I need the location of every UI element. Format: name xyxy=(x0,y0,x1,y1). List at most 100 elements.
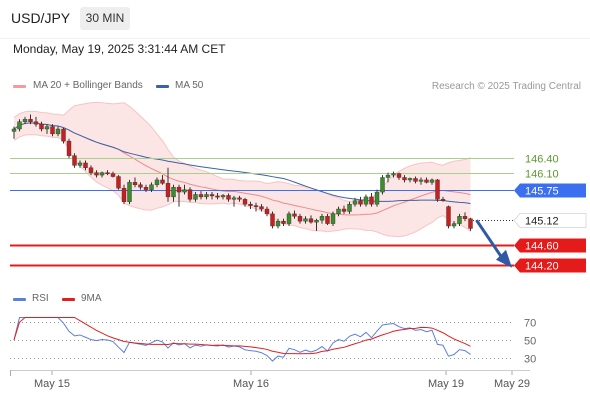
candle-body xyxy=(226,195,231,200)
candle-body xyxy=(55,128,61,135)
candle-body xyxy=(457,216,462,224)
rsi-legend-swatch xyxy=(13,298,26,301)
candle-body xyxy=(347,203,352,212)
candle-body xyxy=(198,194,204,198)
level-label-146-10: 146.10 xyxy=(525,169,559,181)
forecast-arrow-head xyxy=(496,249,512,268)
level-label-144-20: 144.20 xyxy=(525,261,559,273)
candle-body xyxy=(215,195,220,198)
candle-body xyxy=(314,219,319,223)
chart-header: USD/JPY 30 MIN xyxy=(0,0,590,39)
candle-body xyxy=(50,126,55,135)
rsi-tick-70: 70 xyxy=(524,318,536,330)
candle-body xyxy=(83,162,88,168)
candle-body xyxy=(292,213,297,217)
candle-body xyxy=(165,183,171,198)
rsi-tick-30: 30 xyxy=(524,354,536,366)
symbol-label: USD/JPY xyxy=(11,10,71,26)
candle-body xyxy=(77,162,83,166)
candle-body xyxy=(253,205,259,208)
candle-body xyxy=(429,179,435,183)
candle-body xyxy=(61,128,66,142)
candle-body xyxy=(319,216,325,221)
level-label-144-60: 144.60 xyxy=(525,241,559,253)
rsi-legend-label: RSI xyxy=(32,293,49,304)
candle-body xyxy=(446,206,451,227)
ma9-legend-label: 9MA xyxy=(81,293,102,304)
candle-body xyxy=(99,172,105,176)
candle-body xyxy=(385,174,391,178)
candle-body xyxy=(22,119,28,122)
level-label-145-12: 145.12 xyxy=(525,216,559,228)
candle-body xyxy=(105,172,110,175)
candle-body xyxy=(440,199,446,201)
candle-body xyxy=(264,208,270,215)
candle-body xyxy=(352,200,358,205)
level-tag-145-12 xyxy=(513,213,587,228)
timeframe-button[interactable]: 30 MIN xyxy=(80,7,130,30)
candle-body xyxy=(413,178,418,182)
candle-body xyxy=(407,178,413,181)
candle-body xyxy=(187,189,193,200)
candle-body xyxy=(396,173,402,178)
x-tick-label: May 16 xyxy=(233,378,269,390)
x-tick-label: May 15 xyxy=(34,378,70,390)
candle-body xyxy=(176,186,182,193)
candle-body xyxy=(88,167,94,173)
candle-body xyxy=(286,213,292,224)
candle-body xyxy=(270,213,275,227)
candle-body xyxy=(154,179,160,185)
ma50-line xyxy=(13,122,471,204)
candle-body xyxy=(363,196,369,205)
candle-body xyxy=(275,220,281,227)
candle-body xyxy=(259,206,264,210)
rsi-line xyxy=(13,317,471,362)
candle-body xyxy=(39,123,44,130)
level-tag-144-20 xyxy=(514,258,586,273)
candle-body xyxy=(209,194,215,197)
candle-body xyxy=(17,121,22,130)
timestamp: Monday, May 19, 2025 3:31:44 AM CET xyxy=(13,42,226,56)
candle-body xyxy=(193,194,198,200)
candle-body xyxy=(281,220,286,224)
candle-body xyxy=(424,179,429,183)
candle-body xyxy=(451,223,457,227)
rsi-ma9-line xyxy=(13,317,471,355)
candle-body xyxy=(33,121,39,125)
candle-body xyxy=(435,179,440,200)
candle-body xyxy=(160,179,165,184)
candle-body xyxy=(66,140,72,156)
candle-body xyxy=(127,182,132,202)
level-label-146-40: 146.40 xyxy=(525,154,559,166)
candle-body xyxy=(204,194,209,198)
candle-body xyxy=(132,182,138,185)
candle-body xyxy=(402,177,407,181)
candle-body xyxy=(94,172,99,176)
candle-body xyxy=(303,218,308,222)
candle-body xyxy=(116,176,121,189)
level-tag-145-75 xyxy=(514,183,586,198)
bollinger-legend-swatch xyxy=(13,85,26,88)
candle-body xyxy=(171,186,176,198)
copyright-label: Research © 2025 Trading Central xyxy=(431,81,581,92)
candle-body xyxy=(149,184,154,190)
candle-body xyxy=(248,203,253,206)
ma50-legend-label: MA 50 xyxy=(175,80,204,91)
candle-body xyxy=(143,186,149,190)
level-tag-144-60 xyxy=(514,238,586,253)
candle-body xyxy=(121,187,127,202)
candle-body xyxy=(336,208,341,215)
candle-body xyxy=(325,216,330,224)
candle-body xyxy=(418,179,424,182)
candle-body xyxy=(182,189,187,193)
candle-body xyxy=(468,218,473,229)
x-tick-label: May 29 xyxy=(494,378,530,390)
candle-body xyxy=(242,199,248,205)
candle-body xyxy=(374,191,380,205)
candle-body xyxy=(110,173,116,177)
x-tick-label: May 19 xyxy=(428,378,464,390)
candle-body xyxy=(330,213,336,224)
bollinger-lower-line xyxy=(13,134,471,238)
candle-body xyxy=(220,195,226,198)
